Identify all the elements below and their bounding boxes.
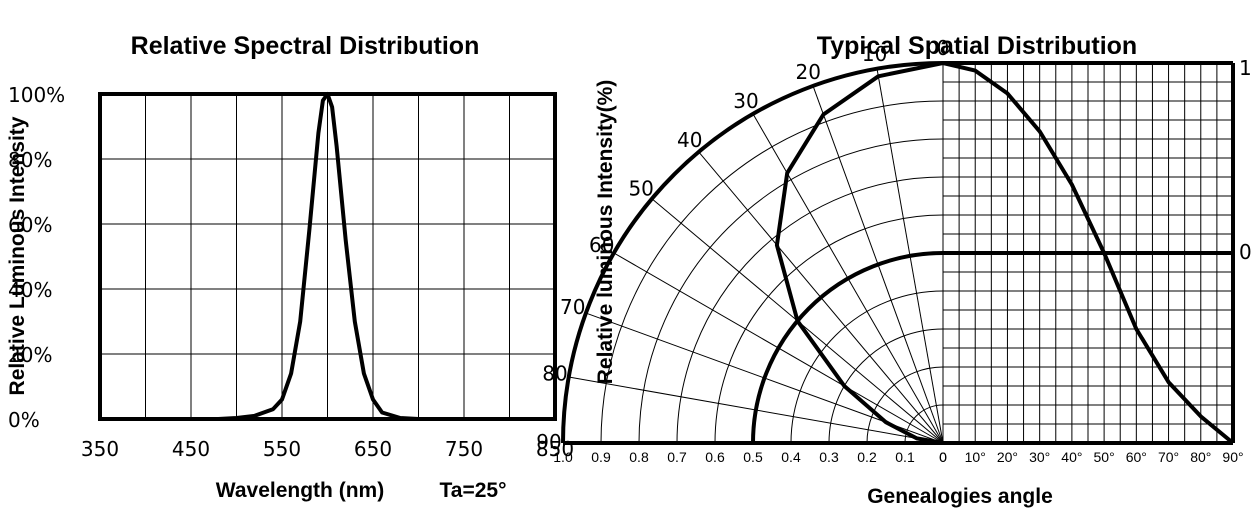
spectral-chart-title: Relative Spectral Distribution <box>131 32 480 60</box>
angle-tick-label: 30 <box>733 89 758 113</box>
spectral-y-tick-label: 20% <box>8 343 52 367</box>
polar-radius-arc <box>866 366 944 444</box>
degree-tick-label: 0 <box>939 449 947 465</box>
angle-tick-label: 60 <box>589 233 614 257</box>
spatial-y-axis-label: Relative luminous Intensity(%) <box>594 80 617 385</box>
spectral-y-tick-label: 40% <box>8 278 52 302</box>
radial-tick-label: 0.5 <box>743 449 763 465</box>
polar-intensity-curve <box>774 61 944 445</box>
radial-tick-label: 0.1 <box>895 449 915 465</box>
spatial-x-axis-label: Genealogies angle <box>867 485 1053 508</box>
degree-tick-label: 10° <box>965 449 986 465</box>
degree-tick-label: 90° <box>1222 449 1243 465</box>
spectral-y-tick-label: 0% <box>8 408 40 432</box>
degree-tick-label: 80° <box>1190 449 1211 465</box>
radial-tick-label: 0.8 <box>629 449 649 465</box>
radial-tick-label: 0 <box>939 449 947 465</box>
angle-tick-label: 80 <box>542 362 567 386</box>
spatial-chart-title: Typical Spatial Distribution <box>817 32 1137 60</box>
spectral-x-tick-label: 650 <box>354 437 392 461</box>
radial-tick-label: 1.0 <box>553 449 573 465</box>
right-intensity-label: 0 <box>1239 240 1251 264</box>
polar-radius-arc <box>790 290 944 444</box>
degree-tick-label: 60° <box>1126 449 1147 465</box>
radial-tick-label: 0.9 <box>591 449 611 465</box>
spectral-y-ticks: 0% 20% 40% 60% 80% 100% <box>8 83 65 432</box>
spectral-x-tick-label: 750 <box>445 437 483 461</box>
spectral-x-ticks: 350 450 550 650 750 850 <box>81 437 574 461</box>
radial-tick-label: 0.4 <box>781 449 801 465</box>
spectral-grid <box>100 94 555 419</box>
spectral-series <box>100 92 555 421</box>
angle-tick-label: 20 <box>796 60 821 84</box>
angle-tick-label: 10 <box>862 42 887 66</box>
spectral-x-tick-label: 550 <box>263 437 301 461</box>
angle-tick-label: 0 <box>937 36 950 60</box>
polar-radius-arc <box>828 328 944 444</box>
degree-tick-label: 50° <box>1094 449 1115 465</box>
spectral-y-tick-label: 100% <box>8 83 65 107</box>
half-intensity-arc <box>751 251 944 444</box>
spatial-tick-labels: 1.0 0.9 0.8 0.7 0.6 0.5 0.4 0.3 0.2 0.1 0010203040… <box>536 36 1251 465</box>
polar-radius-arc <box>600 100 944 444</box>
spectral-y-tick-label: 80% <box>8 148 52 172</box>
spectral-series-line <box>100 92 555 421</box>
angle-tick-label: 70 <box>560 295 585 319</box>
radial-tick-label: 0.2 <box>857 449 877 465</box>
degree-tick-label: 20° <box>997 449 1018 465</box>
polar-radius-arc <box>714 214 944 444</box>
degree-tick-label: 30° <box>1029 449 1050 465</box>
degree-tick-label: 40° <box>1061 449 1082 465</box>
angle-tick-label: 90 <box>536 430 561 454</box>
spectral-y-tick-label: 60% <box>8 213 52 237</box>
spectral-x-axis-label: Wavelength (nm) <box>216 479 384 502</box>
right-intensity-label: 1 <box>1239 56 1251 80</box>
polar-outer-arc <box>561 61 944 444</box>
spectral-distribution-chart: Relative Spectral Distribution Relative … <box>6 32 574 502</box>
spatial-distribution-chart: Typical Spatial Distribution Relative lu… <box>536 32 1251 508</box>
polar-grid <box>561 61 1233 445</box>
spectral-y-axis-label: Relative Luminous Intensity <box>6 116 29 395</box>
angle-tick-label: 40 <box>677 128 702 152</box>
radial-tick-label: 0.7 <box>667 449 687 465</box>
polar-radius-arc <box>676 176 944 444</box>
spectral-temperature-note: Ta=25° <box>440 479 507 502</box>
spectral-x-tick-label: 450 <box>172 437 210 461</box>
angle-intensity-curve <box>942 61 1235 445</box>
spatial-series <box>751 61 1235 445</box>
degree-tick-label: 70° <box>1158 449 1179 465</box>
spectral-x-tick-label: 350 <box>81 437 119 461</box>
polar-radius-arc <box>638 138 944 444</box>
radial-tick-label: 0.6 <box>705 449 725 465</box>
angle-intensity-grid <box>942 61 1235 444</box>
radial-tick-label: 0.3 <box>819 449 839 465</box>
angle-tick-label: 50 <box>628 177 653 201</box>
spectral-plot-frame <box>98 92 557 421</box>
